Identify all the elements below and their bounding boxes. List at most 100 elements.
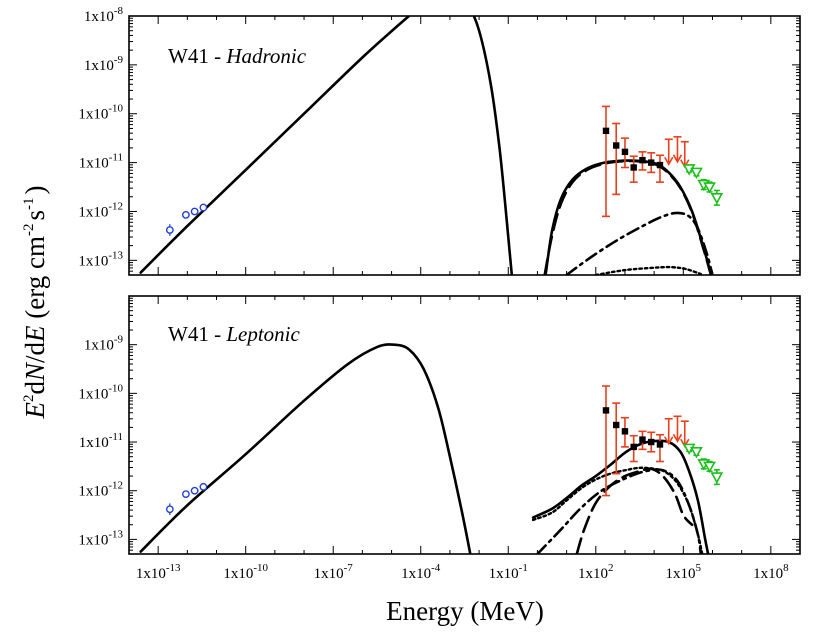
model-curves [139,343,710,554]
lat-point [613,142,620,149]
radio-point [165,505,174,514]
x-tick-label-exp: -7 [344,562,354,574]
y-axis-close: ) [20,185,50,194]
y-tick-label-base: 1x10 [78,253,108,269]
y-axis-exp2: 2 [21,395,37,403]
y-tick-label-exp: -10 [108,103,123,115]
y-tick-label-exp: -11 [109,431,123,443]
x-tick-label-exp: 5 [696,562,702,574]
y-axis-d: d [20,381,50,395]
y-tick-label-exp: -9 [114,334,124,346]
y-tick-label: 1x10-10 [78,382,123,402]
lat-point [648,438,655,446]
y-tick-label-base: 1x10 [78,386,108,402]
x-axis-title: Energy (MeV) [386,596,544,626]
y-tick-label: 1x10-10 [78,103,123,123]
hess-point [690,167,703,180]
x-tick-label-exp: -10 [253,562,268,574]
y-tick-label: 1x10-13 [78,249,123,269]
y-tick-label-exp: -11 [109,152,123,164]
y-axis-s: s [20,210,50,221]
y-axis-slash: /d [20,341,50,363]
x-tick-label-base: 1x10 [753,566,783,582]
x-tick-label: 1x108 [753,562,789,582]
x-tick-label: 1x10-7 [314,562,354,582]
y-axis-units: (erg cm [20,236,50,325]
upper-limit-arrowhead [664,156,674,166]
y-tick-label-base: 1x10 [79,156,109,172]
y-axis-s-exp: -1 [21,197,37,210]
x-tick-label-base: 1x10 [489,566,519,582]
lat-point [656,441,664,448]
x-tick-label: 1x102 [578,562,614,582]
y-tick-label-base: 1x10 [78,484,108,500]
lat-point [621,148,629,156]
panel-title: W41 - Leptonic [168,322,300,346]
radio-point [181,210,190,219]
y-tick-label-base: 1x10 [84,338,114,354]
y-tick-label: 1x10-12 [78,200,123,220]
x-tick-label: 1x105 [666,562,702,582]
x-tick-label-exp: -13 [166,562,181,574]
lat-point [621,428,629,435]
svg-text:E2dN/dE (erg cm-2s-1): E2dN/dE (erg cm-2s-1) [20,185,50,419]
y-tick-label-base: 1x10 [78,107,108,123]
x-tick-label: 1x10-13 [136,562,181,582]
curve-total-gamma [531,439,710,554]
y-tick-label-exp: -13 [108,249,123,261]
upper-limit-arrowhead [672,154,683,164]
y-tick-label-base: 1x10 [78,204,108,220]
curve-inverse-compton [565,211,714,275]
x-tick-label-exp: 8 [783,562,789,574]
x-tick-label-exp: -1 [519,562,528,574]
y-axis-E: E [20,402,50,420]
plot-frame [128,295,801,555]
y-tick-label: 1x10-13 [78,528,123,548]
y-tick-label-exp: -12 [108,480,123,492]
radio-point [190,207,199,216]
lat-point [630,164,637,171]
y-tick-label-exp: -13 [108,528,123,540]
y-tick-label: 1x10-9 [84,54,124,74]
y-tick-label-base: 1x10 [79,435,109,451]
lat-point [613,421,620,429]
x-tick-label-base: 1x10 [314,566,344,582]
data-points [165,385,724,516]
lat-point [656,161,664,169]
curve-total-synchrotron [139,16,514,275]
x-tick-label: 1x10-4 [401,562,441,582]
y-tick-label-base: 1x10 [84,58,114,74]
lat-point [602,127,610,135]
hess-point [710,192,724,205]
y-tick-label-exp: -12 [108,200,123,212]
y-tick-label-base: 1x10 [84,9,114,25]
hess-point [703,461,716,474]
x-tick-label: 1x10-1 [489,562,528,582]
curve-bremsstrahlung [594,265,702,275]
radio-point [190,486,199,495]
x-tick-label-base: 1x10 [401,566,431,582]
curve-inverse-compton [575,467,694,554]
hess-point [690,446,703,459]
panel-hadronic: 1x10-81x10-91x10-101x10-111x10-121x10-13… [78,5,801,276]
curve-total-synchrotron [139,343,472,554]
radio-point [199,482,208,491]
x-tick-label-exp: 2 [608,562,614,574]
x-tick-label: 1x10-10 [223,562,268,582]
lat-point [639,436,646,443]
y-tick-label: 1x10-11 [79,431,123,451]
hess-point [710,472,724,484]
y-tick-label-exp: -10 [108,382,123,394]
y-tick-label: 1x10-12 [78,480,123,500]
panel-title-prefix: W41 - [168,322,226,346]
x-tick-label-exp: -4 [431,562,441,574]
y-axis-N: N [20,361,50,382]
panel-title-model: Leptonic [225,322,300,346]
curve-pion-decay [536,468,703,554]
y-axis-title: E2dN/dE (erg cm-2s-1) [20,185,50,419]
plot-frame [128,15,801,276]
y-tick-label: 1x10-8 [84,5,124,25]
y-tick-label-exp: -8 [114,5,124,17]
y-axis-cm-exp: -2 [21,224,37,237]
